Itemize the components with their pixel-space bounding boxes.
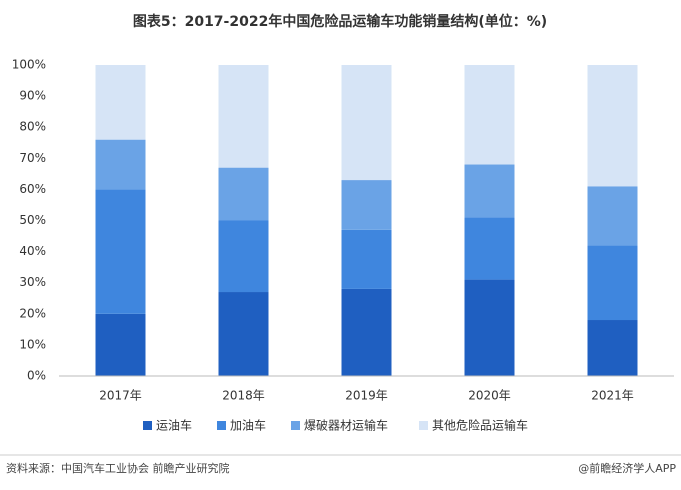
x-tick-label: 2019年 [345,389,388,403]
bar-segment [464,217,515,280]
bar-segment [587,65,638,187]
x-tick-label: 2021年 [591,389,634,403]
y-tick-label: 70% [19,151,46,165]
y-tick-label: 40% [19,244,46,258]
legend-swatch [217,421,226,430]
footer: @前瞻经济学人APP [578,461,676,475]
y-tick-label: 90% [19,89,46,103]
legend-label: 其他危险品运输车 [432,418,528,433]
bar-segment [587,186,638,246]
bar-segment [218,292,269,376]
y-tick-label: 10% [19,337,46,351]
y-tick-label: 100% [12,58,46,72]
bar-segment [464,164,515,218]
legend-label: 运油车 [156,418,192,433]
bar-segment [95,313,146,376]
y-tick-label: 30% [19,275,46,289]
chart-title: 图表5：2017-2022年中国危险品运输车功能销量结构(单位：%) [133,13,547,30]
bar-segment [464,279,515,376]
legend-swatch [143,421,152,430]
x-tick-label: 2017年 [99,389,142,403]
bar-segment [587,245,638,321]
legend-swatch [419,421,428,430]
y-tick-label: 50% [19,213,46,227]
bar-segment [341,65,392,181]
bar-segment [95,189,146,314]
x-tick-label: 2018年 [222,389,265,403]
bar-segment [95,139,146,190]
y-tick-label: 80% [19,120,46,134]
legend-label: 爆破器材运输车 [304,418,388,433]
bar-segment [218,167,269,221]
bar-segment [587,320,638,376]
bar-segment [341,288,392,376]
bar-segment [218,65,269,168]
bar-segment [464,65,515,165]
source: 资料来源：中国汽车工业协会 前瞻产业研究院 [6,461,230,475]
y-tick-label: 0% [27,369,46,383]
bar-segment [218,220,269,293]
y-tick-label: 20% [19,306,46,320]
bar-segment [95,65,146,140]
bar-segment [341,180,392,230]
x-tick-label: 2020年 [468,389,511,403]
bar-segment [341,229,392,289]
legend-swatch [291,421,300,430]
y-tick-label: 60% [19,182,46,196]
legend-label: 加油车 [230,418,266,433]
